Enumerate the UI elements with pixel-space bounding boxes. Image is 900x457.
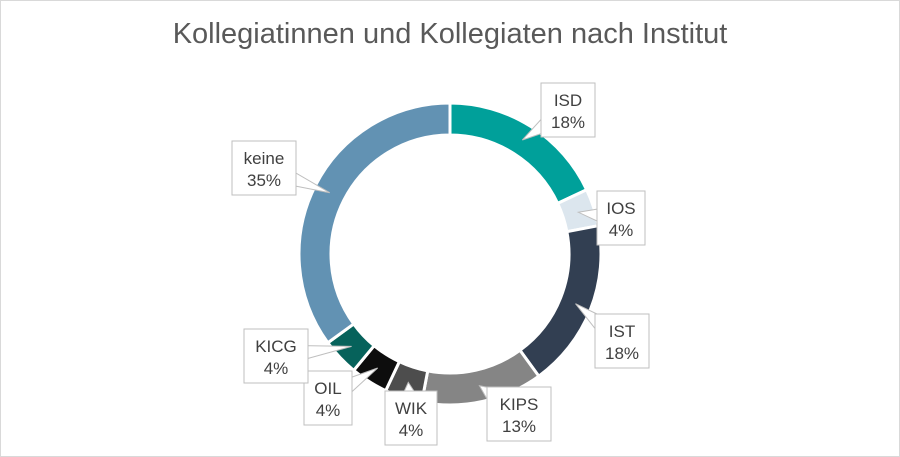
- slice-label-oil: OIL: [314, 379, 341, 398]
- callout-ist: IST 18%: [575, 303, 650, 369]
- callout-box: [303, 370, 353, 426]
- callout-box: [243, 328, 309, 384]
- slice-percent-kicg: 4%: [264, 359, 289, 378]
- callout-box: [384, 390, 438, 446]
- slice-ist: [517, 223, 603, 379]
- callout-oil: OIL 4%: [303, 367, 379, 426]
- slice-keine: [297, 101, 452, 345]
- callout-ios: IOS 4%: [576, 190, 646, 246]
- slice-label-isd: ISD: [554, 91, 582, 110]
- callout-keine: keine 35%: [231, 140, 330, 196]
- slice-label-kips: KIPS: [500, 395, 539, 414]
- slice-label-ios: IOS: [606, 199, 635, 218]
- slice-label-kicg: KICG: [255, 337, 297, 356]
- callout-box: [596, 190, 646, 246]
- slice-label-ist: IST: [609, 322, 635, 341]
- slice-percent-keine: 35%: [247, 171, 281, 190]
- slice-percent-ios: 4%: [609, 221, 634, 240]
- slice-percent-oil: 4%: [316, 401, 341, 420]
- slices: [297, 101, 603, 407]
- callouts: ISD 18% IOS 4% IST 18% KIPS 13% WIK 4% OIL 4% KICG 4%…: [231, 82, 650, 446]
- slice-label-keine: keine: [244, 149, 285, 168]
- callout-box: [594, 313, 650, 369]
- slice-label-wik: WIK: [395, 399, 428, 418]
- chart-title: Kollegiatinnen und Kollegiaten nach Inst…: [172, 18, 728, 50]
- callout-box: [486, 386, 552, 442]
- slice-percent-ist: 18%: [605, 344, 639, 363]
- callout-isd: ISD 18%: [521, 82, 596, 141]
- slice-percent-isd: 18%: [551, 113, 585, 132]
- callout-kicg: KICG 4%: [243, 328, 352, 384]
- slice-percent-wik: 4%: [399, 421, 424, 440]
- callout-box: [540, 82, 596, 138]
- callout-box: [231, 140, 297, 196]
- slice-percent-kips: 13%: [502, 417, 536, 436]
- callout-wik: WIK 4%: [384, 381, 438, 446]
- callout-kips: KIPS 13%: [478, 385, 552, 442]
